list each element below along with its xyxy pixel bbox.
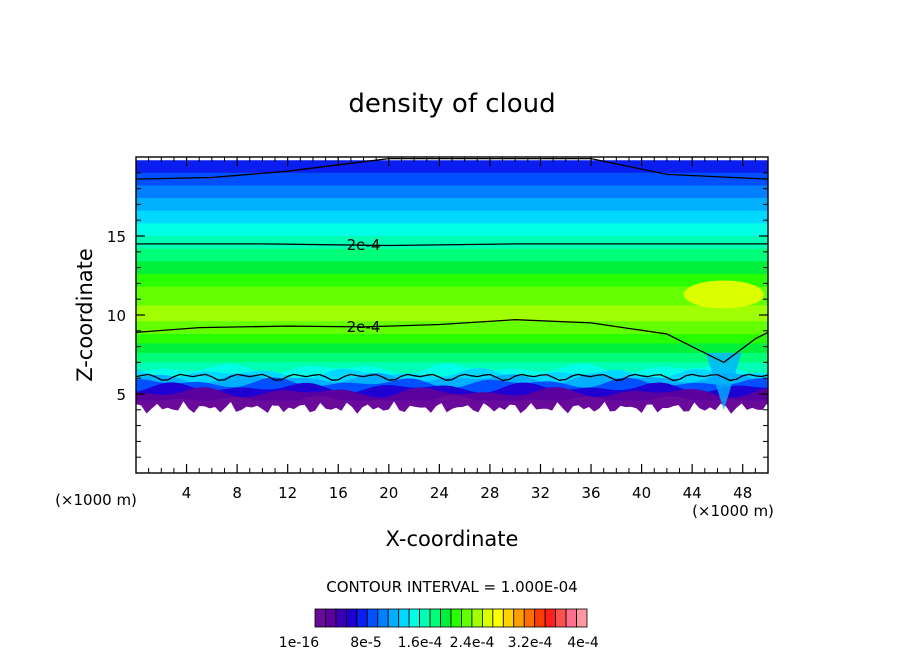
contour-line-base — [136, 373, 768, 382]
colorbar-swatch — [314, 608, 326, 628]
contour-fill-field — [136, 160, 768, 414]
colorbar-swatch — [502, 608, 515, 628]
colorbar-swatch — [398, 608, 410, 628]
x-unit-right: (×1000 m) — [692, 502, 774, 520]
field-band — [136, 394, 768, 406]
colorbar-swatch — [429, 608, 441, 628]
colorbar-swatch — [492, 608, 504, 628]
downdraft-notch — [705, 352, 742, 410]
contour-label: 2e-4 — [347, 236, 381, 254]
colorbar-swatch — [523, 608, 536, 628]
colorbar-tick-label: 8e-5 — [350, 635, 381, 651]
contour-label: 2e-4 — [347, 318, 381, 336]
colorbar-swatch — [366, 608, 379, 628]
colorbar-swatch — [377, 608, 389, 628]
colorbar-swatch — [461, 608, 473, 628]
colorbar-swatch — [356, 608, 368, 628]
y-axis-label: Z-coordinate — [73, 248, 97, 382]
colorbar-swatch — [325, 608, 337, 628]
colorbar-swatch — [440, 608, 452, 628]
colorbar-tick-label: 1.6e-4 — [398, 635, 443, 651]
x-tick-label: 8 — [232, 484, 242, 502]
field-band — [136, 387, 768, 401]
contour-interval-text: CONTOUR INTERVAL = 1.000E-04 — [326, 578, 577, 596]
chart-title: density of cloud — [348, 89, 555, 119]
colorbar-swatch — [387, 608, 400, 628]
y-axis-ticks: 5 10 15 — [107, 172, 768, 458]
colorbar-swatch — [555, 608, 567, 628]
colorbar-swatch — [544, 608, 557, 628]
colorbar-swatch — [513, 608, 525, 628]
colorbar-swatch — [450, 608, 462, 628]
x-axis-label: X-coordinate — [386, 527, 519, 551]
y-tick-label: 5 — [116, 386, 126, 404]
colorbar-tick-label: 3.2e-4 — [508, 635, 553, 651]
contour-line-upper — [136, 243, 768, 247]
colorbar-swatch — [534, 608, 546, 628]
max-density-region — [683, 280, 764, 309]
x-tick-label: 40 — [632, 484, 651, 502]
x-tick-label: 44 — [683, 484, 702, 502]
colorbar-swatch — [565, 608, 577, 628]
colorbar-tick-label: 2.4e-4 — [450, 635, 495, 651]
colorbar-labels: 1e-16 8e-5 1.6e-4 2.4e-4 3.2e-4 4e-4 — [279, 635, 599, 651]
colorbar-tick-label: 1e-16 — [279, 635, 319, 651]
colorbar-swatch — [408, 608, 421, 628]
colorbar — [314, 608, 588, 628]
colorbar-tick-label: 4e-4 — [567, 635, 599, 651]
contour-labels: 2e-4 2e-4 — [347, 236, 381, 336]
x-axis-ticks: 4 8 12 16 20 24 28 32 36 40 44 48 — [148, 157, 756, 502]
y-tick-label: 15 — [107, 228, 126, 246]
x-tick-label: 20 — [379, 484, 398, 502]
x-tick-label: 24 — [430, 484, 449, 502]
x-tick-label: 36 — [581, 484, 600, 502]
x-tick-label: 32 — [531, 484, 550, 502]
x-tick-label: 4 — [182, 484, 192, 502]
x-unit-left: (×1000 m) — [55, 491, 137, 509]
x-tick-label: 16 — [329, 484, 348, 502]
colorbar-swatch — [471, 608, 483, 628]
colorbar-swatch — [576, 608, 588, 628]
y-tick-label: 10 — [107, 307, 126, 325]
colorbar-swatch — [345, 608, 358, 628]
colorbar-swatch — [419, 608, 431, 628]
contour-line-lower — [136, 319, 768, 364]
colorbar-swatch — [335, 608, 347, 628]
colorbar-swatch — [481, 608, 494, 628]
x-tick-label: 48 — [733, 484, 752, 502]
x-tick-label: 28 — [480, 484, 499, 502]
x-tick-label: 12 — [278, 484, 297, 502]
